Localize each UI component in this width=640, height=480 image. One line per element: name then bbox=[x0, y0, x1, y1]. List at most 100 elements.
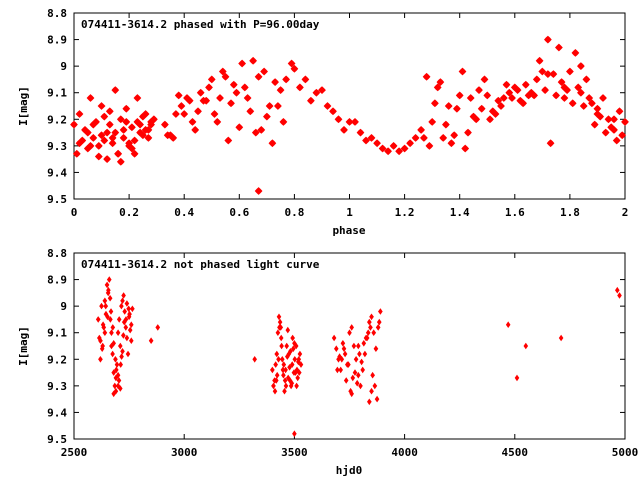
top-data-point bbox=[279, 118, 288, 126]
bottom-data-point bbox=[360, 366, 365, 374]
top-data-point bbox=[130, 136, 139, 145]
top-data-point bbox=[442, 120, 450, 129]
bottom-data-point bbox=[99, 302, 104, 310]
bottom-data-point bbox=[280, 366, 286, 374]
bottom-data-point bbox=[112, 382, 118, 390]
top-data-point bbox=[621, 118, 629, 126]
top-data-point bbox=[177, 102, 186, 110]
bottom-data-point bbox=[98, 356, 103, 363]
bottom-data-point bbox=[102, 297, 108, 305]
top-data-point bbox=[521, 80, 530, 89]
top-axis-ticks: 0 0.2 0.4 0.6 0.8 1 1.2 1.4 1.6 1.8 2 8.8 8.9 9 9.1 9.2… bbox=[47, 7, 628, 219]
top-data-point bbox=[103, 128, 111, 137]
top-data-point bbox=[246, 107, 255, 116]
bottom-data-point bbox=[99, 345, 105, 353]
top-data-point bbox=[425, 142, 434, 150]
top-data-point bbox=[552, 91, 560, 100]
top-data-point bbox=[384, 147, 392, 156]
bottom-data-point bbox=[155, 324, 161, 331]
bottom-data-point bbox=[127, 326, 133, 334]
bottom-data-point bbox=[292, 430, 297, 438]
top-data-point bbox=[133, 94, 142, 102]
top-data-point bbox=[417, 126, 425, 134]
top-data-point bbox=[94, 142, 103, 150]
top-data-point bbox=[125, 139, 133, 148]
top-data-point bbox=[249, 56, 257, 65]
top-data-point bbox=[318, 86, 326, 94]
top-data-point bbox=[601, 128, 610, 137]
bottom-data-point bbox=[372, 382, 378, 390]
top-data-point bbox=[139, 131, 147, 140]
bottom-data-point bbox=[297, 350, 303, 358]
bottom-data-point bbox=[110, 324, 116, 331]
top-data-point bbox=[89, 120, 98, 129]
top-data-point bbox=[411, 134, 420, 142]
bottom-data-point bbox=[343, 377, 349, 384]
bottom-data-point bbox=[275, 329, 281, 337]
top-data-point bbox=[70, 120, 78, 129]
top-data-point bbox=[535, 56, 544, 65]
top-data-point bbox=[618, 131, 627, 140]
bottom-y-tick-label: 9 bbox=[60, 300, 67, 313]
top-data-point bbox=[243, 94, 252, 102]
top-x-tick-label: 1 bbox=[346, 206, 353, 219]
bottom-data-point bbox=[276, 313, 282, 321]
top-data-point bbox=[282, 75, 290, 84]
top-data-point bbox=[389, 142, 398, 150]
top-data-point bbox=[72, 149, 81, 158]
bottom-data-point bbox=[354, 379, 360, 387]
top-data-point bbox=[546, 139, 555, 148]
bottom-data-point bbox=[291, 369, 297, 376]
top-data-point bbox=[235, 123, 244, 132]
top-data-point bbox=[287, 59, 296, 68]
top-data-point bbox=[334, 115, 343, 124]
bottom-data-point bbox=[274, 377, 279, 384]
top-y-tick-label: 8.8 bbox=[47, 7, 67, 20]
top-data-point bbox=[378, 144, 387, 153]
top-data-point bbox=[541, 86, 549, 94]
top-data-point bbox=[218, 67, 227, 76]
bottom-data-point bbox=[122, 308, 127, 315]
bottom-data-point bbox=[347, 329, 352, 337]
top-data-point bbox=[312, 88, 321, 97]
bottom-data-point bbox=[296, 369, 302, 376]
top-data-point bbox=[588, 99, 596, 108]
top-data-point bbox=[172, 110, 180, 118]
bottom-data-point bbox=[120, 297, 125, 305]
bottom-y-tick-label: 9.4 bbox=[47, 406, 67, 419]
bottom-data-point bbox=[335, 366, 340, 374]
top-y-axis-label: I[mag] bbox=[17, 86, 30, 126]
top-data-point bbox=[128, 123, 136, 132]
top-data-point bbox=[144, 134, 153, 142]
bottom-data-point bbox=[375, 324, 381, 331]
top-data-point bbox=[205, 83, 213, 92]
top-data-point bbox=[574, 83, 583, 92]
top-y-tick-label: 9 bbox=[60, 60, 67, 73]
bottom-data-point bbox=[369, 313, 374, 321]
bottom-data-point bbox=[110, 350, 115, 358]
bottom-data-point bbox=[104, 281, 110, 289]
bottom-data-point bbox=[116, 377, 122, 384]
top-data-point bbox=[147, 118, 155, 126]
top-data-point bbox=[464, 128, 472, 137]
bottom-data-point bbox=[373, 345, 379, 352]
bottom-y-tick-label: 9.3 bbox=[47, 380, 67, 393]
bottom-data-point bbox=[270, 366, 275, 374]
bottom-data-point bbox=[346, 361, 351, 368]
bottom-data-point bbox=[340, 339, 346, 347]
bottom-x-tick-label: 2500 bbox=[61, 446, 88, 459]
bottom-data-point bbox=[284, 342, 289, 350]
top-y-tick-label: 9.4 bbox=[47, 166, 67, 179]
bottom-data-point bbox=[124, 300, 130, 307]
bottom-data-point bbox=[108, 316, 113, 323]
top-data-point bbox=[254, 72, 263, 81]
top-data-point bbox=[111, 128, 120, 137]
bottom-data-point bbox=[371, 329, 377, 336]
bottom-data-point bbox=[285, 353, 290, 360]
top-data-point bbox=[108, 134, 117, 142]
bottom-data-point bbox=[334, 345, 339, 353]
top-data-point bbox=[433, 83, 442, 92]
bottom-data-point bbox=[289, 361, 295, 368]
top-data-point bbox=[483, 91, 492, 100]
top-data-point bbox=[475, 86, 483, 94]
